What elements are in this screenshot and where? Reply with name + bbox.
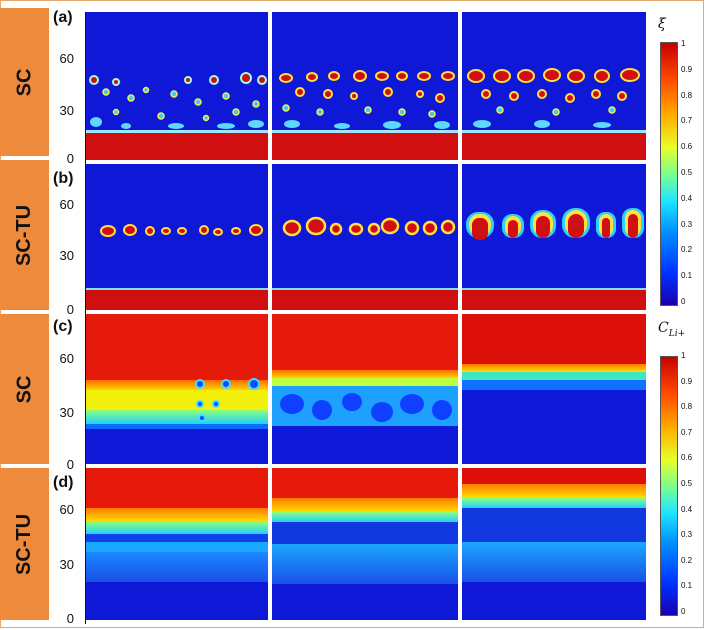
column-divider-2 (458, 12, 462, 622)
colorbar-1-tick: 0.5 (681, 168, 693, 177)
tick-d-30: 30 (59, 557, 74, 572)
field-a-2 (272, 12, 458, 160)
tick-c-60: 60 (59, 351, 74, 366)
panel-tag-d: (d) (53, 474, 74, 491)
field-d-2 (272, 468, 458, 620)
row-label-strip-4 (0, 468, 49, 620)
tick-a-30: 30 (59, 103, 74, 118)
colorbar-2-tick: 0.8 (681, 402, 693, 412)
tick-a-60: 60 (59, 51, 74, 66)
colorbar-1-tick: 0.2 (681, 245, 693, 255)
colorbar-1-tick: 0.6 (681, 142, 693, 152)
tick-c-0: 0 (66, 457, 74, 472)
colorbar-2-tick: 0.5 (681, 479, 693, 488)
row-label-b: SC-TU (13, 204, 36, 266)
colorbar-1-tick: 0.8 (681, 90, 693, 100)
tick-c-30: 30 (59, 405, 74, 420)
colorbar-2-tick: 0 (681, 607, 686, 616)
colorbar-2 (660, 356, 678, 616)
field-b-3 (462, 164, 646, 310)
field-d-3 (462, 468, 646, 620)
row-label-c: SC (12, 375, 35, 403)
tick-d-60: 60 (59, 502, 74, 517)
tick-b-60: 60 (59, 197, 74, 212)
colorbar-2-tick: 0.2 (681, 555, 693, 565)
colorbar-1-tick: 1 (681, 39, 686, 48)
row-label-a: SC (12, 68, 35, 96)
colorbar-1-tick: 0.7 (681, 116, 693, 126)
y-axis-line (85, 12, 86, 624)
panel-tag-c: (c) (53, 318, 73, 335)
panel-tag-a: (a) (53, 9, 73, 26)
field-c-3 (462, 314, 646, 464)
row-divider-3 (86, 464, 646, 468)
colorbar-1-tick: 0 (681, 297, 686, 306)
field-c-1 (86, 314, 268, 464)
colorbar-2-tick: 0.4 (681, 504, 693, 514)
column-divider-1 (268, 12, 272, 622)
colorbar-1-tick: 0.9 (681, 64, 693, 74)
tick-d-0: 0 (66, 611, 74, 626)
tick-a-0: 0 (66, 151, 74, 166)
tick-b-30: 30 (59, 248, 74, 263)
row-label-strip-1 (0, 8, 49, 156)
colorbar-2-tick: 0.1 (681, 581, 693, 591)
colorbar-2-tick: 1 (681, 351, 686, 360)
field-b-2 (272, 164, 458, 310)
colorbar-2-tick: 0.6 (681, 453, 693, 463)
colorbar-2-tick: 0.3 (681, 530, 693, 540)
row-label-d: SC-TU (13, 513, 36, 575)
field-b-1 (86, 164, 268, 310)
tick-b-0: 0 (66, 302, 74, 317)
row-divider-2 (86, 310, 646, 314)
colorbar-1 (660, 42, 678, 306)
field-d-1 (86, 468, 268, 620)
row-divider-1 (86, 160, 646, 164)
colorbar-2-title: CLi+ (658, 320, 686, 339)
field-a-3 (462, 12, 646, 160)
colorbar-1-tick: 0.1 (681, 271, 693, 281)
row-label-strip-3 (0, 314, 49, 464)
colorbar-1-title: ξ (658, 16, 666, 32)
colorbar-2-tick: 0.9 (681, 376, 693, 386)
field-c-2 (272, 314, 458, 464)
row-label-strip-2 (0, 160, 49, 310)
colorbar-1-tick: 0.3 (681, 219, 693, 229)
colorbar-1-tick: 0.4 (681, 193, 693, 203)
colorbar-2-tick: 0.7 (681, 427, 693, 437)
panel-tag-b: (b) (53, 170, 74, 187)
field-a-1 (86, 12, 268, 160)
